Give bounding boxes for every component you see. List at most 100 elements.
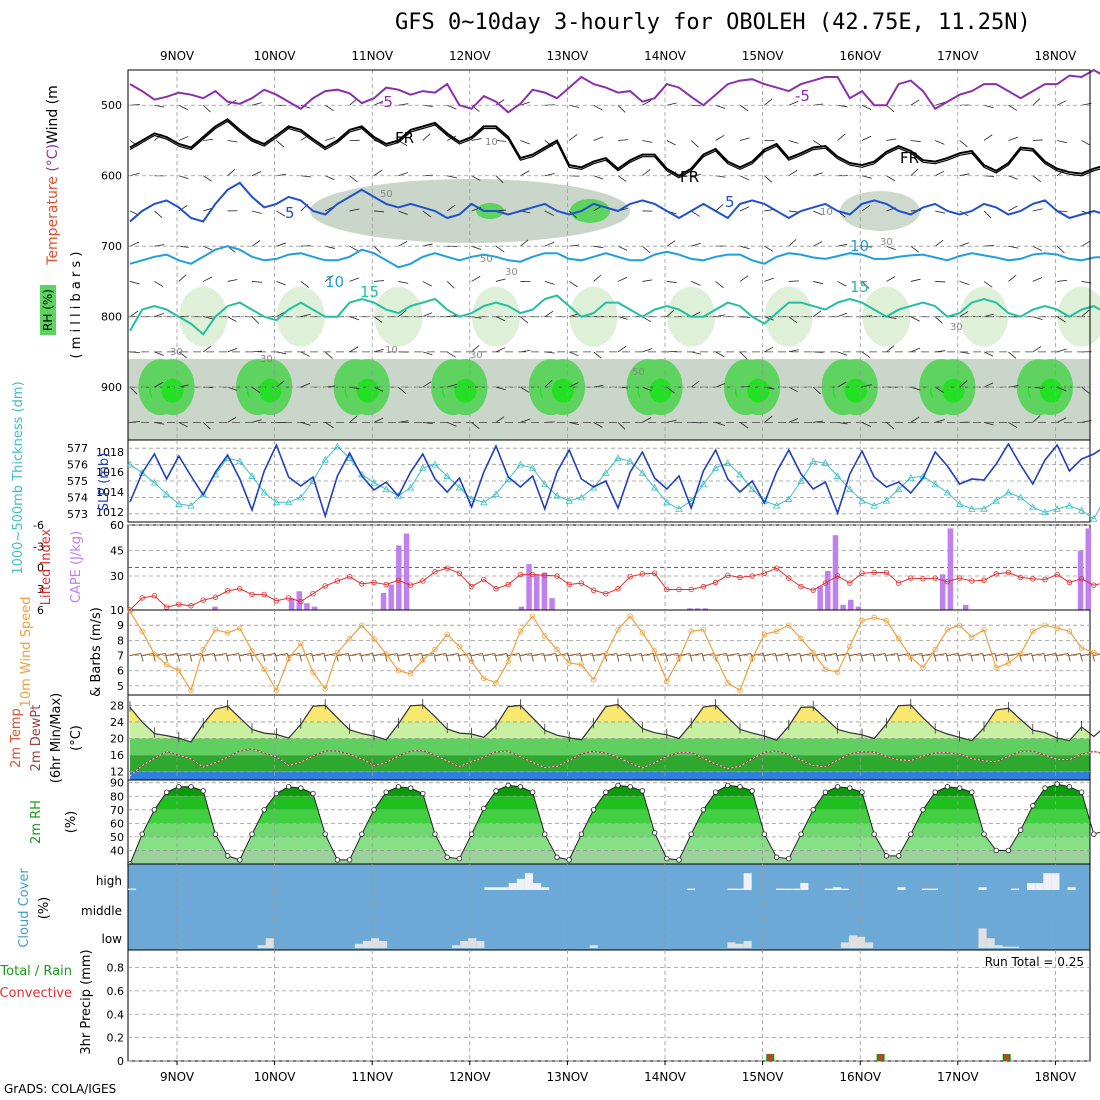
wind10m-barb-flag: [884, 653, 888, 662]
thickness-marker: [175, 500, 183, 507]
wind-barb: [617, 175, 627, 182]
lifted-index-marker: [456, 570, 463, 576]
wind-barb: [959, 242, 970, 247]
wind10m-barb: [361, 653, 373, 657]
thickness-marker: [480, 498, 488, 506]
wind10m-barb-flag: [933, 653, 937, 662]
cloud-low-bar: [857, 936, 866, 948]
wind10m-barb-flag: [994, 653, 998, 662]
lifted-index-marker: [700, 583, 707, 590]
temp-tick: 12: [110, 766, 124, 779]
wind-barb: [495, 316, 506, 322]
wind10m-marker: [712, 654, 719, 660]
wind10m-barb-flag: [957, 653, 961, 662]
cloud-low-bar: [476, 941, 485, 948]
thickness-marker: [443, 472, 451, 479]
wind-barb: [642, 140, 653, 143]
rh-marker: [932, 789, 938, 795]
wind10m-barb: [886, 653, 898, 657]
wind-barb: [251, 281, 262, 283]
lifted-index-marker: [1066, 579, 1073, 586]
wind-barb: [276, 242, 286, 247]
wind10m-barb-flag: [396, 653, 400, 662]
wind10m-barb-flag: [274, 653, 278, 662]
wind-barb: [495, 99, 505, 106]
wind10m-barb-flag: [384, 653, 388, 662]
wind10m-marker: [566, 660, 572, 666]
footer-credit: GrADS: COLA/IGES: [4, 1082, 117, 1096]
cloud-high-bar: [840, 888, 849, 890]
rh-marker: [834, 784, 841, 790]
pressure-tick: 700: [101, 240, 122, 253]
wind-barb: [983, 210, 992, 219]
wind10m-marker: [664, 678, 670, 685]
wind-barb: [788, 386, 798, 393]
wind10m-barb-flag: [530, 653, 534, 662]
wind-barb: [1057, 386, 1067, 392]
wind-barb: [422, 351, 433, 356]
wind-barb: [983, 351, 994, 357]
lifted-index-marker: [725, 572, 731, 578]
thickness-marker: [1053, 505, 1061, 512]
rh-marker: [651, 830, 658, 836]
cape-bar: [526, 564, 532, 610]
wind-barb: [544, 281, 555, 285]
wind10m-barb: [1057, 653, 1069, 657]
wind-barb: [398, 240, 408, 247]
wind10m-marker: [932, 646, 938, 653]
wind10m-marker: [871, 614, 877, 621]
wind-barb: [837, 281, 847, 287]
wind10m-barb-flag: [860, 653, 864, 662]
wind10m-barb-flag: [579, 653, 583, 662]
lifted-index-marker: [920, 576, 926, 582]
wind10m-barb: [1081, 653, 1093, 657]
cloud-low-bar: [468, 938, 477, 948]
thickness-marker: [638, 468, 647, 476]
cloud-low-bar: [865, 942, 874, 948]
thickness-marker: [772, 501, 781, 509]
wind10m-barb: [849, 653, 861, 657]
wind10m-barb-flag: [872, 653, 876, 662]
rh-marker: [432, 831, 438, 837]
wind10m-marker: [993, 664, 999, 671]
cloud-high-bar: [824, 888, 833, 890]
thickness-marker: [870, 501, 878, 509]
wind10m-barb-flag: [360, 653, 364, 662]
thickness-marker: [1004, 488, 1013, 496]
wind10m-barb-flag: [591, 653, 595, 662]
wind10m-barb-flag: [555, 653, 559, 662]
wind-barb: [812, 386, 821, 395]
wind10m-barb-flag: [299, 653, 303, 662]
wind-barb: [910, 99, 920, 106]
rh-contour-label: 50: [632, 367, 645, 378]
lifted-index-marker: [676, 586, 682, 593]
wind10m-marker: [310, 669, 316, 675]
wind-barb: [422, 281, 432, 287]
cloud-high-bar: [776, 888, 785, 890]
wind10m-marker: [847, 643, 853, 650]
wind-barb: [324, 104, 334, 112]
wind-barb: [959, 140, 968, 148]
temp-axis-title: 2m Temp: [9, 708, 24, 768]
wind10m-axis-title: 10m Wind Speed: [19, 597, 34, 708]
wind-barb: [1008, 422, 1018, 428]
wind-barb: [910, 347, 921, 353]
wind-barb: [495, 347, 506, 353]
cloud-high-bar: [1027, 883, 1036, 890]
wind10m-barb: [630, 653, 642, 657]
wind10m-marker: [554, 646, 560, 653]
temp-band: [130, 771, 1090, 780]
wind10m-line: [129, 611, 1100, 692]
wind-barb: [251, 240, 261, 247]
wind-barb: [593, 274, 602, 282]
wind-barb: [886, 175, 896, 182]
rh-tick: 40: [110, 844, 124, 857]
wind-barb: [520, 316, 529, 324]
lifted-index-marker: [481, 576, 487, 583]
wind10m-marker: [969, 634, 975, 641]
lifted-index-marker: [371, 579, 377, 586]
wind-barb: [398, 310, 407, 317]
rh-daily-core: [259, 378, 282, 403]
wind-barb: [861, 204, 871, 212]
wind-barb: [837, 421, 848, 425]
